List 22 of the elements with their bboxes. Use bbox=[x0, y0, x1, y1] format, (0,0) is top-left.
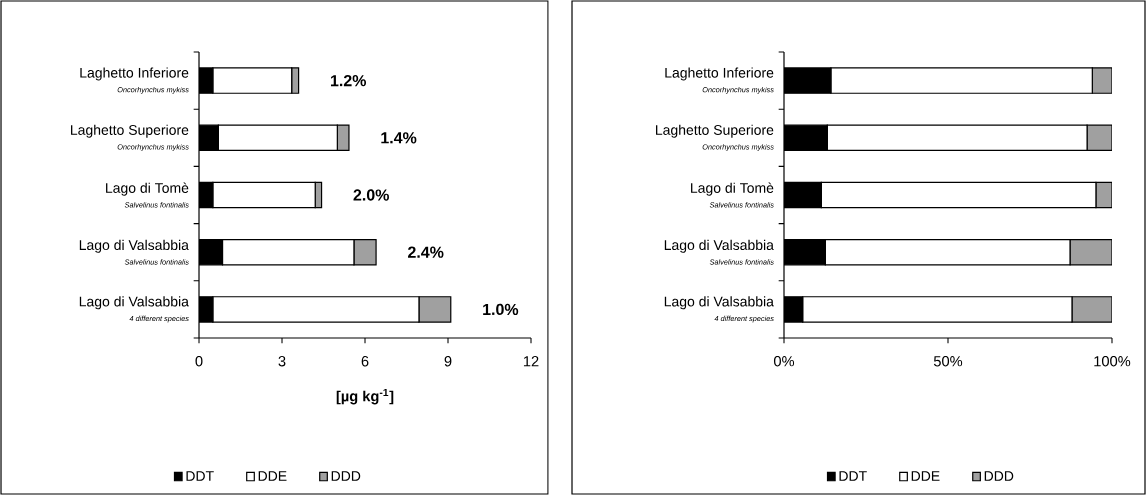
legend-label: DDE bbox=[258, 471, 287, 481]
x-axis-title: [µg kg$^{-1}$] bbox=[336, 388, 394, 405]
bar bbox=[1069, 238, 1112, 266]
legend-label: DDT bbox=[186, 471, 214, 481]
annotation: 2.4% bbox=[408, 246, 444, 258]
x-tick-label: 3 bbox=[278, 356, 286, 367]
bar bbox=[1071, 296, 1112, 323]
annotation: 2.0% bbox=[353, 189, 389, 201]
legend-label: DDD bbox=[331, 471, 361, 481]
x-tick-label: 100% bbox=[1094, 356, 1131, 367]
annotation: 1.0% bbox=[483, 303, 519, 316]
x-tick-label: 12 bbox=[523, 356, 539, 367]
legend-label: DDT bbox=[839, 471, 867, 481]
annotation: 1.4% bbox=[381, 132, 417, 144]
x-tick-label: 50% bbox=[933, 356, 963, 367]
annotation: 1.2% bbox=[330, 74, 367, 87]
x-tick-label: 0% bbox=[773, 356, 795, 367]
legend-label: DDE bbox=[911, 471, 940, 481]
x-tick-label: 6 bbox=[361, 356, 369, 367]
x-tick-label: 9 bbox=[444, 356, 452, 367]
x-tick-label: 0 bbox=[195, 356, 203, 367]
legend-label: DDD bbox=[984, 471, 1014, 481]
